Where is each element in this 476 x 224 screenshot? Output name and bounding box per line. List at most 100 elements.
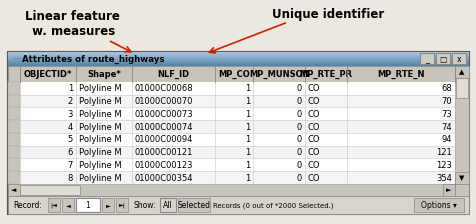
Bar — [8, 63, 468, 65]
Bar — [8, 120, 20, 133]
Text: CO: CO — [307, 148, 320, 157]
Text: x: x — [456, 55, 460, 64]
Text: 123: 123 — [435, 161, 451, 170]
Text: 01000C00354: 01000C00354 — [135, 174, 193, 183]
Text: CO: CO — [307, 110, 320, 119]
Text: 0: 0 — [296, 123, 301, 132]
Text: 1: 1 — [244, 174, 249, 183]
Text: Polyline M: Polyline M — [79, 174, 121, 183]
Bar — [8, 184, 20, 196]
Bar — [48, 198, 60, 212]
Bar — [8, 60, 468, 62]
Text: Polyline M: Polyline M — [79, 97, 121, 106]
Text: 1: 1 — [244, 135, 249, 144]
Text: MP_CO: MP_CO — [218, 70, 249, 79]
Bar — [102, 198, 114, 212]
Text: ◄: ◄ — [66, 203, 70, 208]
Text: ►|: ►| — [119, 203, 125, 208]
Bar — [8, 55, 468, 56]
Text: 0: 0 — [296, 161, 301, 170]
Bar — [8, 65, 468, 67]
Bar — [116, 198, 128, 212]
Bar — [8, 171, 20, 184]
Text: Record:: Record: — [13, 201, 42, 210]
Text: Unique identifier: Unique identifier — [271, 8, 384, 21]
Bar — [8, 95, 20, 108]
Bar — [8, 58, 468, 60]
Bar — [8, 53, 468, 54]
Bar — [8, 133, 20, 146]
Bar — [8, 52, 468, 214]
Text: 8: 8 — [68, 174, 73, 183]
Text: CO: CO — [307, 135, 320, 144]
Text: 70: 70 — [440, 97, 451, 106]
Text: 2: 2 — [68, 97, 73, 106]
Text: All: All — [163, 201, 172, 210]
Text: 1: 1 — [244, 123, 249, 132]
Text: MP_MUNSOR: MP_MUNSOR — [248, 70, 308, 79]
Text: 1: 1 — [244, 97, 249, 106]
Text: Selected: Selected — [177, 201, 210, 210]
Text: MP_RTE_N: MP_RTE_N — [377, 70, 424, 79]
Text: CO: CO — [307, 123, 320, 132]
Text: ▼: ▼ — [458, 175, 464, 181]
Bar — [419, 54, 433, 65]
Bar — [413, 198, 463, 212]
Text: 01000C00073: 01000C00073 — [135, 110, 193, 119]
Bar — [8, 66, 20, 82]
Bar — [8, 159, 454, 171]
Text: ►: ► — [446, 187, 451, 193]
Bar — [8, 64, 468, 65]
Text: Polyline M: Polyline M — [79, 135, 121, 144]
Bar — [8, 95, 454, 108]
Text: 01000C00074: 01000C00074 — [135, 123, 193, 132]
Text: Records (0 out of *2000 Selected.): Records (0 out of *2000 Selected.) — [213, 202, 333, 209]
Bar — [8, 54, 468, 56]
Bar — [8, 56, 468, 58]
Text: 5: 5 — [68, 135, 73, 144]
Text: 01000C00123: 01000C00123 — [135, 161, 193, 170]
Bar — [8, 61, 468, 62]
Text: Polyline M: Polyline M — [79, 148, 121, 157]
Text: 6: 6 — [68, 148, 73, 157]
Text: Options ▾: Options ▾ — [420, 201, 456, 210]
Text: 68: 68 — [440, 84, 451, 93]
Bar — [8, 52, 468, 54]
Bar — [454, 66, 468, 184]
Text: Polyline M: Polyline M — [79, 161, 121, 170]
Text: 01000C00094: 01000C00094 — [135, 135, 193, 144]
Text: 1: 1 — [68, 84, 73, 93]
Bar — [8, 171, 454, 184]
Bar — [76, 198, 100, 212]
Bar — [62, 198, 74, 212]
Bar — [454, 172, 468, 184]
Text: 3: 3 — [68, 110, 73, 119]
Bar — [8, 66, 454, 82]
Bar — [8, 159, 20, 171]
Text: MP_RTE_PR: MP_RTE_PR — [299, 70, 352, 79]
Text: 1: 1 — [86, 201, 90, 210]
Text: ⋯: ⋯ — [13, 56, 20, 62]
Bar — [8, 146, 20, 159]
Bar — [8, 120, 454, 133]
Text: 74: 74 — [440, 123, 451, 132]
Text: □: □ — [438, 55, 446, 64]
Text: OBJECTID*: OBJECTID* — [24, 70, 72, 79]
Bar — [8, 196, 468, 214]
Bar — [159, 198, 176, 212]
Bar — [178, 198, 209, 212]
Text: NLF_ID: NLF_ID — [157, 70, 189, 79]
Bar — [8, 133, 454, 146]
Bar — [454, 66, 468, 78]
Text: 01000C00121: 01000C00121 — [135, 148, 193, 157]
Bar — [435, 54, 449, 65]
Text: Shape*: Shape* — [87, 70, 121, 79]
Bar — [8, 82, 454, 95]
Text: 0: 0 — [296, 84, 301, 93]
Text: 4: 4 — [68, 123, 73, 132]
Text: CO: CO — [307, 174, 320, 183]
Text: 0: 0 — [296, 97, 301, 106]
Text: Polyline M: Polyline M — [79, 110, 121, 119]
Text: 0: 0 — [296, 174, 301, 183]
Text: 73: 73 — [440, 110, 451, 119]
